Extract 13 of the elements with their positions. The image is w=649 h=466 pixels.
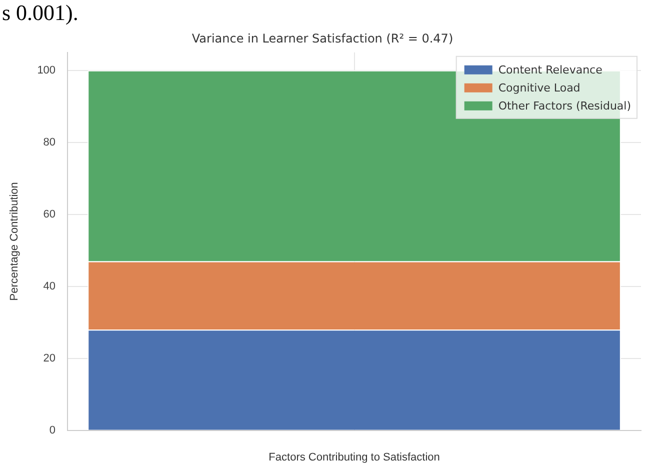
legend-label: Content Relevance xyxy=(498,63,603,76)
y-tick-label: 20 xyxy=(43,352,56,364)
y-tick-label: 100 xyxy=(37,64,56,76)
legend-label: Other Factors (Residual) xyxy=(498,99,632,112)
y-tick-label: 40 xyxy=(43,280,56,292)
y-axis-title: Percentage Contribution xyxy=(8,182,21,301)
legend-label: Cognitive Load xyxy=(498,81,580,94)
y-tick-label: 0 xyxy=(49,424,56,436)
text: s 0.001). xyxy=(2,0,78,26)
y-tick-label: 60 xyxy=(43,208,56,220)
chart-title: Variance in Learner Satisfaction (R² = 0.47) xyxy=(192,31,454,46)
y-tick-label: 80 xyxy=(43,136,56,148)
x-axis-title: Factors Contributing to Satisfaction xyxy=(268,451,440,464)
